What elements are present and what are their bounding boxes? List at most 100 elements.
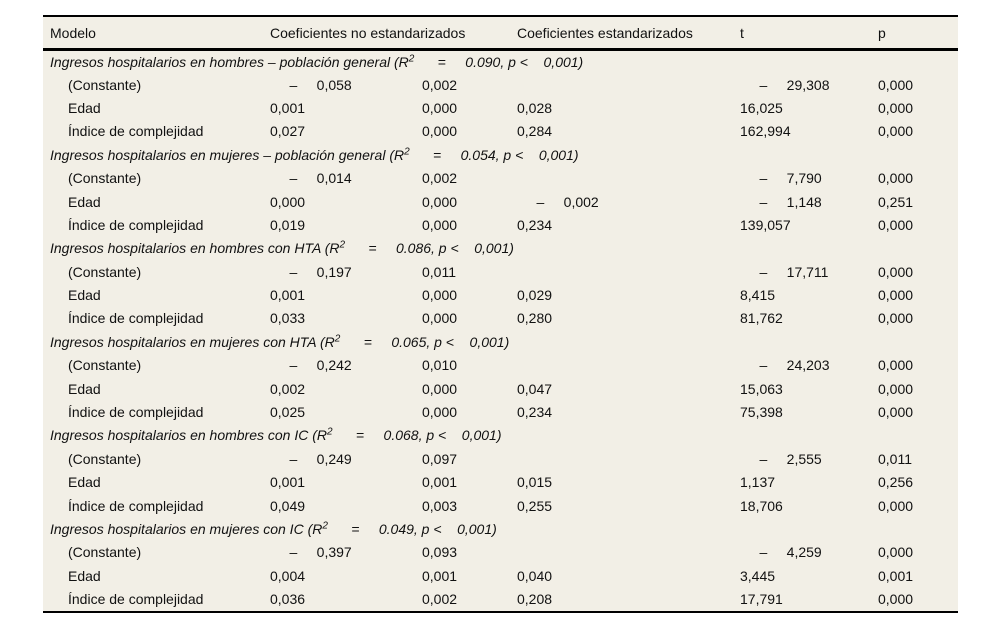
predictor-label: (Constante) (68, 76, 142, 93)
coefficients-table: Modelo Coeficientes no estandarizados Co… (43, 17, 958, 611)
coef-beta-value: 0,040 (517, 567, 553, 584)
coef-std-error-value: 0,000 (422, 99, 458, 116)
coef-beta-value (517, 260, 740, 283)
coef-beta-value: 0,234 (517, 216, 553, 233)
coef-b-value: 0,001 (270, 474, 306, 491)
predictor-label: Índice de complejidad (68, 310, 204, 327)
coef-b-value: 0,001 (270, 99, 306, 116)
table-row: (Constante) – 0,014 0,002 – 7,790 0,000 (43, 166, 958, 189)
coef-std-error-value: 0,001 (422, 474, 458, 491)
p-value: 0,001 (878, 567, 914, 584)
t-value: 16,025 (740, 99, 783, 116)
col-header-t: t (740, 17, 878, 51)
regression-results-table: Modelo Coeficientes no estandarizados Co… (43, 15, 958, 613)
coef-b-value: 0,000 (270, 193, 306, 210)
coef-beta-value (517, 354, 740, 377)
section-title-text: Ingresos hospitalarios en mujeres – pobl… (50, 146, 405, 163)
table-row: Edad 0,001 0,001 0,015 1,137 0,256 (43, 471, 958, 494)
coef-b-value: – 0,397 (270, 544, 352, 561)
p-value: 0,000 (878, 357, 914, 374)
coef-std-error-value: 0,000 (422, 380, 458, 397)
coef-b-value: 0,019 (270, 216, 306, 233)
coef-b-value: – 0,242 (270, 357, 352, 374)
coef-beta-value (517, 73, 740, 96)
table-row: (Constante) – 0,058 0,002 – 29,308 0,000 (43, 73, 958, 96)
coef-beta-value (517, 541, 740, 564)
predictor-label: Índice de complejidad (68, 123, 204, 140)
predictor-label: Edad (68, 474, 101, 491)
coef-b-value: 0,049 (270, 497, 306, 514)
section-title-text: Ingresos hospitalarios en hombres con IC… (50, 427, 328, 444)
r-squared-superscript: 2 (339, 239, 346, 251)
model-section-title: Ingresos hospitalarios en hombres – pobl… (43, 50, 958, 73)
col-header-p: p (878, 17, 958, 51)
predictor-label: (Constante) (68, 450, 142, 467)
p-value: 0,000 (878, 216, 914, 233)
coef-beta-value: 0,015 (517, 474, 553, 491)
t-value: – 17,711 (740, 263, 829, 280)
coef-std-error-value: 0,000 (422, 123, 458, 140)
predictor-label: (Constante) (68, 544, 142, 561)
table-row: (Constante) – 0,242 0,010 – 24,203 0,000 (43, 354, 958, 377)
table-row: Edad 0,001 0,000 0,029 8,415 0,000 (43, 283, 958, 306)
model-section-title-row: Ingresos hospitalarios en hombres – pobl… (43, 50, 958, 73)
coef-beta-value: 0,255 (517, 497, 553, 514)
section-title-stats: = 0.068, p < 0,001) (332, 427, 502, 444)
coef-std-error-value: 0,003 (422, 497, 458, 514)
p-value: 0,000 (878, 76, 914, 93)
predictor-label: Índice de complejidad (68, 404, 204, 421)
coef-b-value: – 0,058 (270, 76, 352, 93)
coef-beta-value: 0,208 (517, 591, 553, 608)
predictor-label: Edad (68, 99, 101, 116)
p-value: 0,000 (878, 99, 914, 116)
section-title-stats: = 0.090, p < 0,001) (414, 53, 584, 70)
t-value: – 1,148 (740, 193, 822, 210)
coef-beta-value (517, 447, 740, 470)
t-value: 15,063 (740, 380, 783, 397)
coef-beta-value: 0,029 (517, 287, 553, 304)
p-value: 0,251 (878, 193, 914, 210)
coef-b-value: 0,025 (270, 404, 306, 421)
coef-b-value: 0,027 (270, 123, 306, 140)
t-value: 81,762 (740, 310, 783, 327)
coef-b-value: – 0,014 (270, 170, 352, 187)
p-value: 0,000 (878, 287, 914, 304)
model-section-title: Ingresos hospitalarios en mujeres con IC… (43, 517, 958, 540)
table-row: (Constante) – 0,197 0,011 – 17,711 0,000 (43, 260, 958, 283)
model-section-title-row: Ingresos hospitalarios en mujeres – pobl… (43, 143, 958, 166)
p-value: 0,000 (878, 380, 914, 397)
col-header-unstandardized-coefficients: Coeficientes no estandarizados (270, 17, 517, 51)
coef-b-value: 0,036 (270, 591, 306, 608)
predictor-label: Índice de complejidad (68, 497, 204, 514)
section-title-text: Ingresos hospitalarios en mujeres con HT… (50, 333, 335, 350)
t-value: – 29,308 (740, 76, 830, 93)
r-squared-superscript: 2 (327, 426, 333, 438)
col-header-modelo: Modelo (43, 17, 270, 51)
table-row: Índice de complejidad 0,049 0,003 0,255 18,7… (43, 494, 958, 517)
p-value: 0,000 (878, 123, 914, 140)
table-row: Índice de complejidad 0,019 0,000 0,234 139,… (43, 213, 958, 236)
p-value: 0,000 (878, 310, 914, 327)
p-value: 0,000 (878, 404, 914, 421)
t-value: 3,445 (740, 567, 776, 584)
p-value: 0,000 (878, 591, 914, 608)
table-row: Índice de complejidad 0,027 0,000 0,284 162,… (43, 120, 958, 143)
predictor-label: (Constante) (68, 263, 142, 280)
r-squared-superscript: 2 (334, 333, 341, 345)
coef-beta-value: 0,284 (517, 123, 553, 140)
predictor-label: Índice de complejidad (68, 591, 204, 608)
t-value: 162,994 (740, 123, 791, 140)
coef-beta-value: 0,234 (517, 404, 553, 421)
coef-std-error-value: 0,000 (422, 216, 458, 233)
table-row: Edad 0,002 0,000 0,047 15,063 0,000 (43, 377, 958, 400)
table-row: (Constante) – 0,249 0,097 – 2,555 0,011 (43, 447, 958, 470)
section-title-text: Ingresos hospitalarios en mujeres con IC… (50, 521, 323, 537)
predictor-label: (Constante) (68, 357, 142, 374)
t-value: – 7,790 (740, 170, 822, 187)
section-title-text: Ingresos hospitalarios en hombres – pobl… (50, 53, 409, 70)
p-value: 0,000 (878, 544, 914, 561)
coef-b-value: 0,001 (270, 287, 306, 304)
coef-std-error-value: 0,000 (422, 404, 458, 421)
t-value: 1,137 (740, 474, 776, 491)
